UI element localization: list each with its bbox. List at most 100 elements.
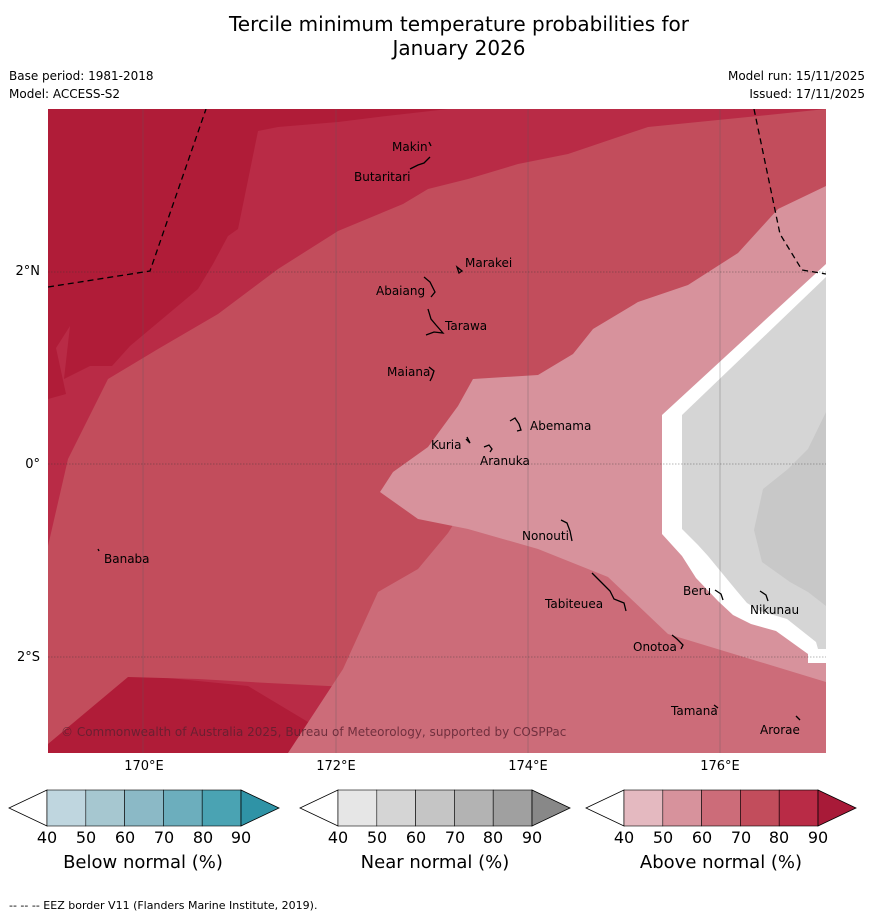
cb-below-bin-70 (163, 789, 203, 827)
label-aranuka: Aranuka (480, 454, 530, 468)
cb-below-bin-60 (124, 789, 164, 827)
cb-above-tick-60: 60 (691, 828, 713, 847)
cb-above-extend-high (817, 789, 857, 827)
cb-above-tick-40: 40 (613, 828, 635, 847)
label-makin: Makin (392, 140, 428, 154)
meta-left: Base period: 1981-2018 Model: ACCESS-S2 (9, 67, 154, 103)
latitude-lines (48, 271, 826, 658)
label-abemama: Abemama (530, 419, 591, 433)
label-arorae: Arorae (760, 723, 800, 737)
label-tamana: Tamana (670, 704, 718, 718)
cb-near-tick-90: 90 (521, 828, 543, 847)
zone-near-50-60 (754, 412, 826, 606)
label-nikunau: Nikunau (750, 603, 799, 617)
label-butaritari: Butaritari (354, 170, 411, 184)
lon-label-176: 176°E (700, 759, 740, 774)
island-marakei (455, 265, 464, 275)
cb-near-tick-40: 40 (327, 828, 349, 847)
cb-near-tick-70: 70 (444, 828, 466, 847)
eez-footnote: -- -- -- EEZ border V11 (Flanders Marine… (9, 899, 318, 912)
cb-near-bin-60 (415, 789, 455, 827)
cb-above-tick-80: 80 (768, 828, 790, 847)
label-kuria: Kuria (431, 438, 462, 452)
colorbar-near-title: Near normal (%) (360, 852, 510, 873)
cb-below-bin-50 (85, 789, 125, 827)
cb-below-tick-90: 90 (230, 828, 252, 847)
island-arorae (795, 715, 801, 721)
model-run: Model run: 15/11/2025 (727, 69, 865, 83)
label-tabiteuea: Tabiteuea (544, 597, 603, 611)
cb-near-bin-40 (337, 789, 378, 827)
cb-above-bin-40 (623, 789, 664, 827)
island-makin (428, 141, 432, 147)
colorbar-below-title: Below normal (%) (63, 852, 223, 873)
cb-below-tick-40: 40 (36, 828, 58, 847)
issued-date: Issued: 17/11/2025 (749, 87, 865, 101)
label-abaiang: Abaiang (376, 284, 425, 298)
cb-below-extend-low (8, 789, 48, 827)
lon-label-170: 170°E (124, 759, 164, 774)
island-beru (714, 589, 724, 601)
colorbar-near (299, 789, 571, 827)
lat-label-0: 0° (25, 457, 40, 472)
map-title-line-1: Tercile minimum temperature probabilitie… (228, 12, 690, 36)
lat-label-2s: 2°S (16, 650, 40, 665)
cb-above-tick-70: 70 (730, 828, 752, 847)
island-tamana (713, 704, 719, 709)
label-maiana: Maiana (387, 365, 430, 379)
cb-near-extend-low (299, 789, 339, 827)
map-title-line-2: January 2026 (392, 36, 526, 60)
probability-map: Makin Butaritari Marakei Abaiang Tarawa … (48, 109, 826, 753)
island-kuria (465, 436, 471, 444)
cb-near-tick-80: 80 (482, 828, 504, 847)
cb-below-extend-high (240, 789, 280, 827)
lat-label-2n: 2°N (15, 264, 41, 279)
cb-below-bin-40 (46, 789, 87, 827)
meta-right: Model run: 15/11/2025 Issued: 17/11/2025 (728, 67, 865, 103)
label-tarawa: Tarawa (444, 319, 487, 333)
cb-above-bin-80 (778, 789, 819, 827)
eez-border (48, 109, 826, 288)
cb-near-tick-60: 60 (405, 828, 427, 847)
island-aranuka (483, 444, 493, 453)
lon-label-174: 174°E (508, 759, 548, 774)
island-onotoa (671, 634, 684, 650)
island-banaba (97, 548, 100, 552)
cb-above-extend-low (585, 789, 625, 827)
island-tarawa (425, 308, 445, 336)
colorbar-above (585, 789, 857, 827)
cb-near-extend-high (531, 789, 571, 827)
copyright-notice: © Commonwealth of Australia 2025, Bureau… (61, 725, 566, 739)
island-nonouti (560, 519, 573, 542)
cb-above-bin-60 (701, 789, 741, 827)
model-name: Model: ACCESS-S2 (9, 87, 121, 101)
cb-above-bin-70 (740, 789, 780, 827)
island-shapes (97, 141, 801, 721)
cb-below-tick-70: 70 (153, 828, 175, 847)
label-marakei: Marakei (465, 256, 512, 270)
cb-near-bin-50 (376, 789, 416, 827)
cb-below-tick-80: 80 (192, 828, 214, 847)
map-title: Tercile minimum temperature probabilitie… (0, 12, 873, 60)
island-nikunau (759, 590, 769, 602)
cb-near-bin-70 (454, 789, 494, 827)
graticule (142, 109, 721, 753)
label-beru: Beru (683, 584, 711, 598)
cb-above-tick-50: 50 (652, 828, 674, 847)
cb-below-tick-50: 50 (75, 828, 97, 847)
cb-below-bin-80 (201, 789, 242, 827)
cb-above-tick-90: 90 (807, 828, 829, 847)
island-tabiteuea (591, 572, 627, 612)
cb-above-bin-50 (662, 789, 702, 827)
base-period: Base period: 1981-2018 (9, 69, 154, 83)
colorbar-below (8, 789, 280, 827)
cb-near-tick-50: 50 (366, 828, 388, 847)
island-butaritari (409, 156, 431, 170)
colorbar-above-title: Above normal (%) (639, 852, 803, 873)
label-onotoa: Onotoa (633, 640, 677, 654)
island-maiana (428, 366, 435, 382)
cb-below-tick-60: 60 (114, 828, 136, 847)
label-nonouti: Nonouti (522, 529, 569, 543)
cb-near-bin-80 (492, 789, 533, 827)
lon-label-172: 172°E (316, 759, 356, 774)
